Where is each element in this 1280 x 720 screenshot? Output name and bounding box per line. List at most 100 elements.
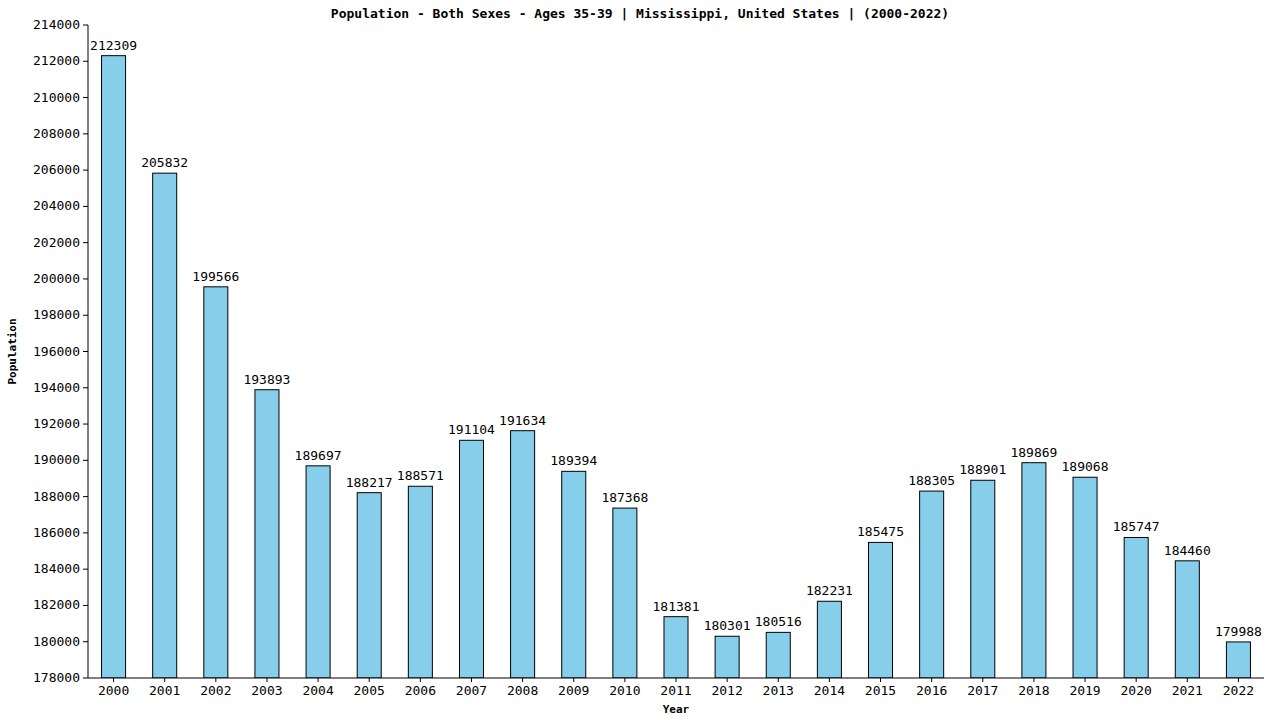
y-tick-label: 194000 [33, 380, 80, 395]
bar [153, 173, 177, 678]
x-tick [829, 678, 830, 682]
data-label: 191634 [499, 413, 546, 428]
x-tick-label: 2021 [1172, 683, 1203, 698]
y-tick [83, 678, 88, 679]
x-tick [164, 678, 165, 682]
x-tick-label: 2020 [1121, 683, 1152, 698]
y-tick-label: 192000 [33, 416, 80, 431]
x-tick [471, 678, 472, 682]
data-label: 189697 [295, 448, 342, 463]
x-tick [420, 678, 421, 682]
x-tick-label: 2022 [1223, 683, 1254, 698]
data-label: 188571 [397, 468, 444, 483]
bar [306, 466, 330, 678]
x-tick-label: 2008 [507, 683, 538, 698]
data-label: 185475 [857, 524, 904, 539]
x-tick-label: 2002 [200, 683, 231, 698]
bar [664, 617, 688, 678]
bar [255, 390, 279, 678]
data-label: 199566 [192, 269, 239, 284]
x-tick [1187, 678, 1188, 682]
y-tick [83, 61, 88, 62]
data-label: 212309 [90, 38, 137, 53]
x-tick-label: 2000 [98, 683, 129, 698]
x-tick-label: 2004 [302, 683, 333, 698]
x-tick-label: 2010 [609, 683, 640, 698]
data-label: 180301 [704, 618, 751, 633]
x-tick [982, 678, 983, 682]
x-tick [113, 678, 114, 682]
y-tick-label: 190000 [33, 452, 80, 467]
x-tick [1033, 678, 1034, 682]
y-tick [83, 460, 88, 461]
x-tick [1136, 678, 1137, 682]
y-tick [83, 387, 88, 388]
y-tick-label: 178000 [33, 670, 80, 685]
bar [408, 486, 432, 678]
data-label: 184460 [1164, 543, 1211, 558]
data-label: 189394 [550, 453, 597, 468]
bar [920, 491, 944, 678]
data-label: 188217 [346, 475, 393, 490]
x-tick-label: 2005 [354, 683, 385, 698]
data-label: 182231 [806, 583, 853, 598]
x-tick-label: 2009 [558, 683, 589, 698]
y-tick-label: 184000 [33, 561, 80, 576]
x-tick [573, 678, 574, 682]
y-tick [83, 424, 88, 425]
bar [1022, 463, 1046, 678]
y-tick-label: 182000 [33, 597, 80, 612]
y-tick [83, 242, 88, 243]
x-tick-label: 2016 [916, 683, 947, 698]
x-tick-label: 2017 [967, 683, 998, 698]
x-tick [318, 678, 319, 682]
data-label: 188901 [959, 462, 1006, 477]
x-tick-label: 2001 [149, 683, 180, 698]
data-label: 205832 [141, 155, 188, 170]
x-tick [778, 678, 779, 682]
y-tick-label: 210000 [33, 90, 80, 105]
bar [511, 431, 535, 678]
y-tick-label: 202000 [33, 235, 80, 250]
y-tick [83, 206, 88, 207]
data-label: 193893 [243, 372, 290, 387]
x-tick-label: 2011 [660, 683, 691, 698]
y-tick [83, 532, 88, 533]
y-tick [83, 278, 88, 279]
x-tick-label: 2018 [1018, 683, 1049, 698]
bar [562, 471, 586, 678]
x-tick-label: 2014 [814, 683, 845, 698]
data-label: 180516 [755, 614, 802, 629]
bar [1073, 477, 1097, 678]
x-tick-label: 2013 [763, 683, 794, 698]
x-axis-label: Year [663, 703, 690, 716]
x-tick [1238, 678, 1239, 682]
bars [102, 56, 1251, 678]
x-tick-label: 2012 [711, 683, 742, 698]
chart: Population - Both Sexes - Ages 35-39 | M… [0, 0, 1280, 720]
x-tick [624, 678, 625, 682]
y-tick-label: 214000 [33, 17, 80, 32]
y-tick-label: 208000 [33, 126, 80, 141]
x-tick [1085, 678, 1086, 682]
y-tick [83, 170, 88, 171]
x-tick [727, 678, 728, 682]
x-tick-label: 2019 [1069, 683, 1100, 698]
data-label: 191104 [448, 422, 495, 437]
bar [459, 440, 483, 678]
y-tick [83, 25, 88, 26]
y-tick-label: 180000 [33, 634, 80, 649]
data-label: 189068 [1062, 459, 1109, 474]
data-label: 179988 [1215, 624, 1262, 639]
y-tick [83, 315, 88, 316]
bar [204, 287, 228, 678]
y-tick-label: 198000 [33, 307, 80, 322]
y-tick [83, 605, 88, 606]
data-label: 188305 [908, 473, 955, 488]
bar [1175, 561, 1199, 678]
data-label: 181381 [653, 599, 700, 614]
data-label: 187368 [601, 490, 648, 505]
bar [971, 480, 995, 678]
y-tick-label: 188000 [33, 489, 80, 504]
x-tick [369, 678, 370, 682]
